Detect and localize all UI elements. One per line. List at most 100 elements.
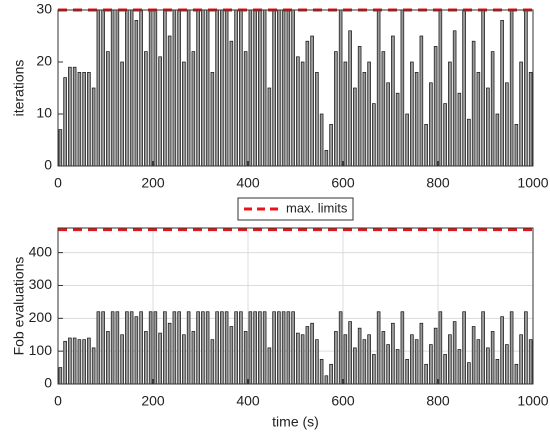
bar: [182, 61, 186, 167]
bar: [205, 9, 210, 167]
bar: [381, 331, 386, 385]
bar: [443, 103, 447, 167]
bar: [405, 113, 409, 167]
bar: [519, 334, 523, 385]
x-tick-label: 0: [54, 393, 62, 409]
bar: [500, 316, 504, 385]
bar: [196, 311, 200, 385]
bar: [486, 347, 490, 385]
bar: [248, 9, 253, 167]
bar: [329, 363, 333, 385]
x-tick-label: 0: [54, 175, 62, 191]
bar: [524, 9, 528, 167]
bar: [291, 311, 295, 385]
bar: [72, 337, 77, 385]
bar: [400, 9, 405, 167]
bar: [391, 35, 395, 167]
bar: [272, 9, 276, 167]
bar: [115, 311, 120, 385]
y-tick-label: 200: [29, 309, 53, 325]
bar: [101, 311, 105, 385]
bar: [215, 9, 219, 167]
legend: max. limits: [237, 197, 354, 221]
bar: [115, 9, 120, 167]
bar: [476, 339, 481, 385]
bar: [120, 334, 124, 385]
bar: [191, 331, 196, 385]
y-tick-label: 0: [44, 157, 52, 173]
bar: [281, 9, 286, 167]
bar: [68, 337, 72, 385]
bar: [305, 40, 310, 167]
bar: [125, 311, 129, 385]
bar: [153, 9, 158, 167]
bar: [63, 77, 67, 167]
bar: [96, 311, 101, 385]
bar: [243, 331, 248, 385]
bar: [158, 56, 162, 167]
bar: [362, 339, 367, 385]
y-tick-label: 30: [36, 1, 52, 17]
bar: [357, 327, 362, 385]
bar: [467, 362, 471, 385]
bar: [400, 311, 405, 385]
bar: [462, 311, 466, 385]
bar: [125, 9, 129, 167]
bar: [286, 9, 291, 167]
bar: [239, 311, 243, 385]
bar: [372, 354, 376, 385]
bar: [167, 35, 172, 167]
bar: [267, 347, 272, 385]
bar: [110, 311, 115, 385]
axes-frame: [57, 227, 534, 385]
bar: [153, 311, 158, 385]
y-axis-label: iterations: [11, 60, 27, 117]
bar: [239, 9, 243, 167]
bar: [528, 72, 533, 167]
bar: [139, 9, 143, 167]
bar: [410, 61, 414, 167]
bar: [310, 322, 314, 385]
bar: [87, 337, 91, 385]
bar: [424, 363, 428, 385]
bar: [490, 331, 495, 385]
bar: [281, 311, 286, 385]
x-tick-label: 800: [426, 393, 450, 409]
bar: [243, 51, 248, 167]
plot-area: [58, 10, 533, 166]
bar: [405, 359, 409, 385]
bar: [334, 51, 338, 167]
bar: [163, 9, 167, 167]
bar: [414, 339, 419, 385]
bar: [514, 124, 519, 167]
bar: [490, 51, 495, 167]
y-tick-label: 300: [29, 276, 53, 292]
bar: [210, 339, 215, 385]
x-tick-label: 200: [141, 175, 165, 191]
bar: [139, 311, 143, 385]
bar: [129, 9, 134, 167]
bar: [452, 321, 457, 385]
y-tick-label: 100: [29, 342, 53, 358]
bar: [367, 334, 371, 385]
bar: [224, 9, 229, 167]
bar: [96, 9, 101, 167]
bar: [191, 51, 196, 167]
bar: [148, 9, 153, 167]
bar: [348, 30, 352, 167]
bar: [134, 316, 139, 385]
bar: [448, 334, 452, 385]
bar: [77, 72, 82, 167]
bar: [433, 46, 438, 167]
bar: [481, 9, 485, 167]
bar: [172, 9, 177, 167]
bar: [296, 56, 300, 167]
bar: [514, 363, 519, 385]
bar: [476, 72, 481, 167]
bar: [467, 118, 471, 167]
bar: [110, 9, 115, 167]
bar: [68, 66, 72, 167]
bar: [471, 326, 476, 385]
bar: [338, 311, 343, 385]
bar: [144, 331, 148, 385]
